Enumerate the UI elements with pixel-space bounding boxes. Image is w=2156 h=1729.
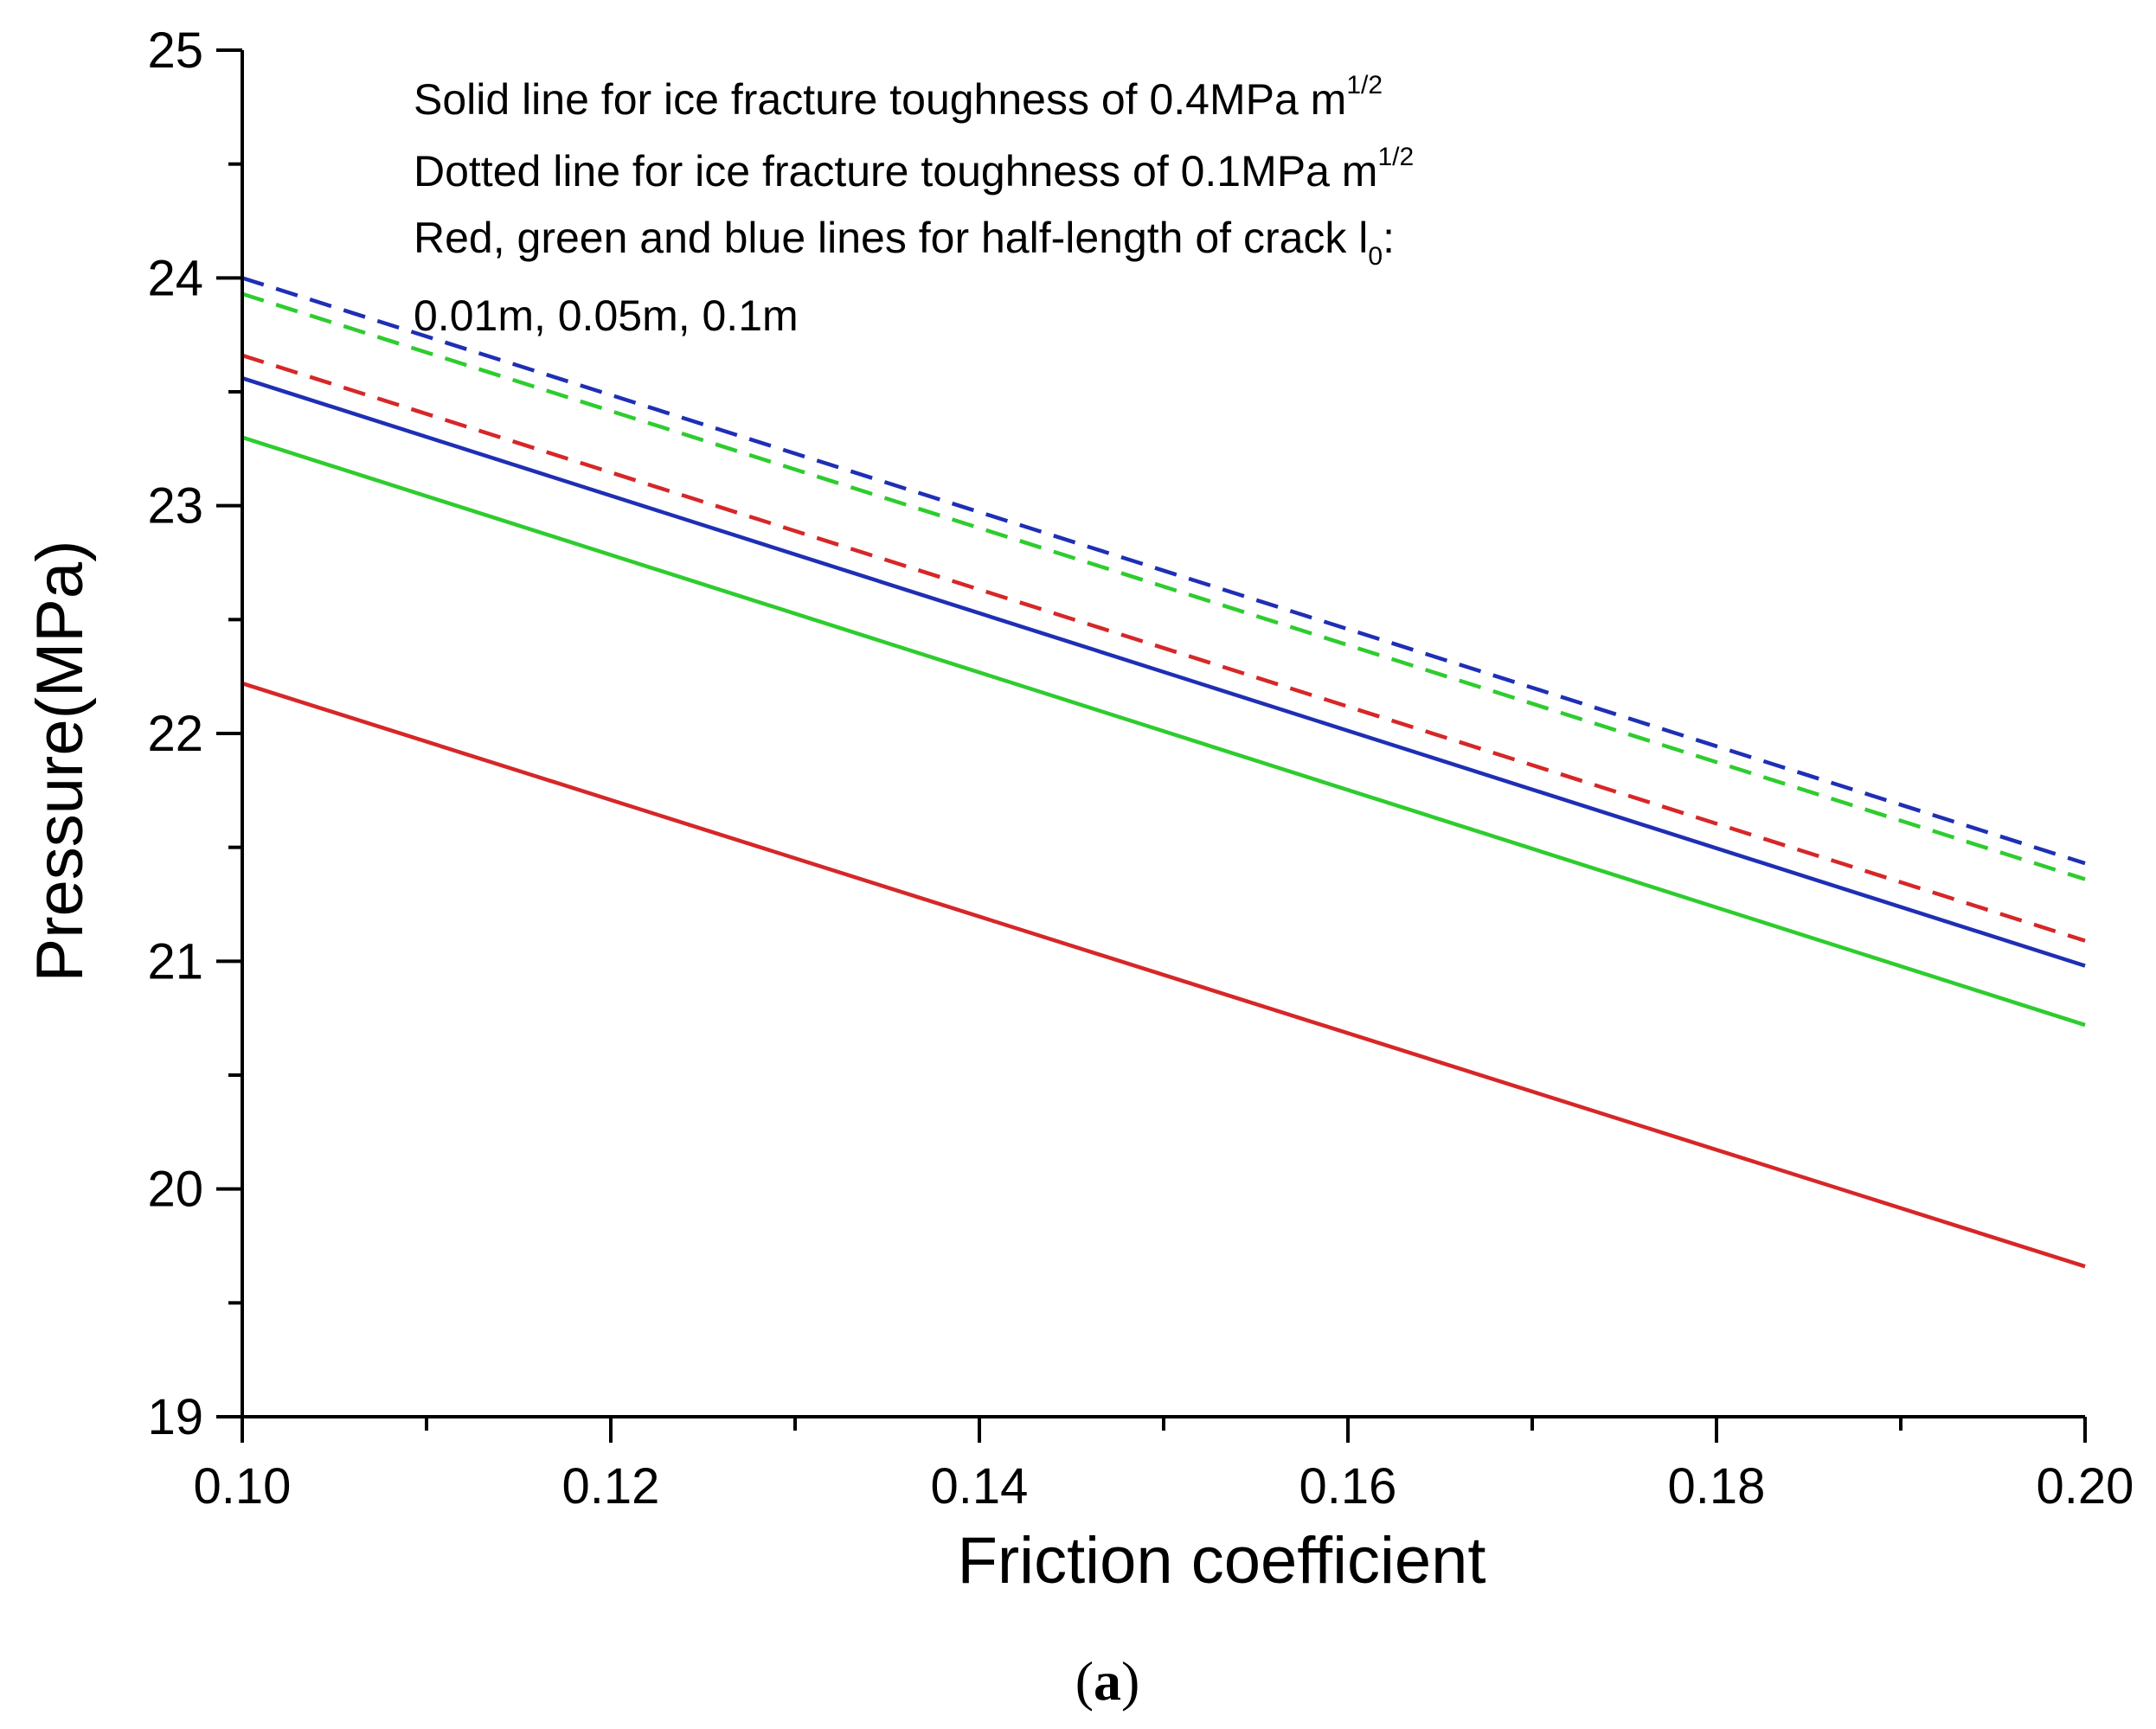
figure-caption: (a) <box>1075 1650 1140 1712</box>
series-line-solid-d62728 <box>241 681 2086 1269</box>
x-tick-label: 0.18 <box>1668 1458 1766 1514</box>
annotation-line-1: Solid line for ice fracture toughness of… <box>414 71 1383 124</box>
x-tick-label: 0.16 <box>1299 1458 1397 1514</box>
x-tick-label: 0.14 <box>931 1458 1029 1514</box>
y-tick-label: 22 <box>147 706 203 762</box>
series-layer <box>241 276 2086 1269</box>
y-axis-title: Pressure(MPa) <box>23 541 97 983</box>
y-tick-label: 20 <box>147 1162 203 1218</box>
series-line-dashed-1f2fb4 <box>241 276 2086 866</box>
y-tick-label: 21 <box>147 933 203 989</box>
y-tick-label: 23 <box>147 478 203 535</box>
annotation-line-3: Red, green and blue lines for half-lengt… <box>414 214 1395 271</box>
x-tick-label: 0.12 <box>562 1458 660 1514</box>
annotation-line-4: 0.01m, 0.05m, 0.1m <box>414 291 799 340</box>
series-line-solid-2ecc2e <box>241 435 2086 1028</box>
annotation-line-2: Dotted line for ice fracture toughness o… <box>414 143 1414 195</box>
series-line-dashed-d62728 <box>241 353 2086 943</box>
y-tick-label: 25 <box>147 22 203 79</box>
x-tick-label: 0.10 <box>194 1458 292 1514</box>
annotation: Solid line for ice fracture toughness of… <box>414 71 1414 340</box>
y-tick-label: 24 <box>147 250 203 306</box>
axes: 0.10 0.12 0.14 0.16 0.18 0.20 19 20 21 22 23 24 25 <box>147 22 2134 1514</box>
series-line-dashed-2ecc2e <box>241 291 2086 881</box>
series-line-solid-1f2fb4 <box>241 376 2086 968</box>
x-tick-label: 0.20 <box>2037 1458 2134 1514</box>
y-tick-label: 19 <box>147 1389 203 1445</box>
x-axis-title: Friction coefficient <box>957 1524 1485 1598</box>
